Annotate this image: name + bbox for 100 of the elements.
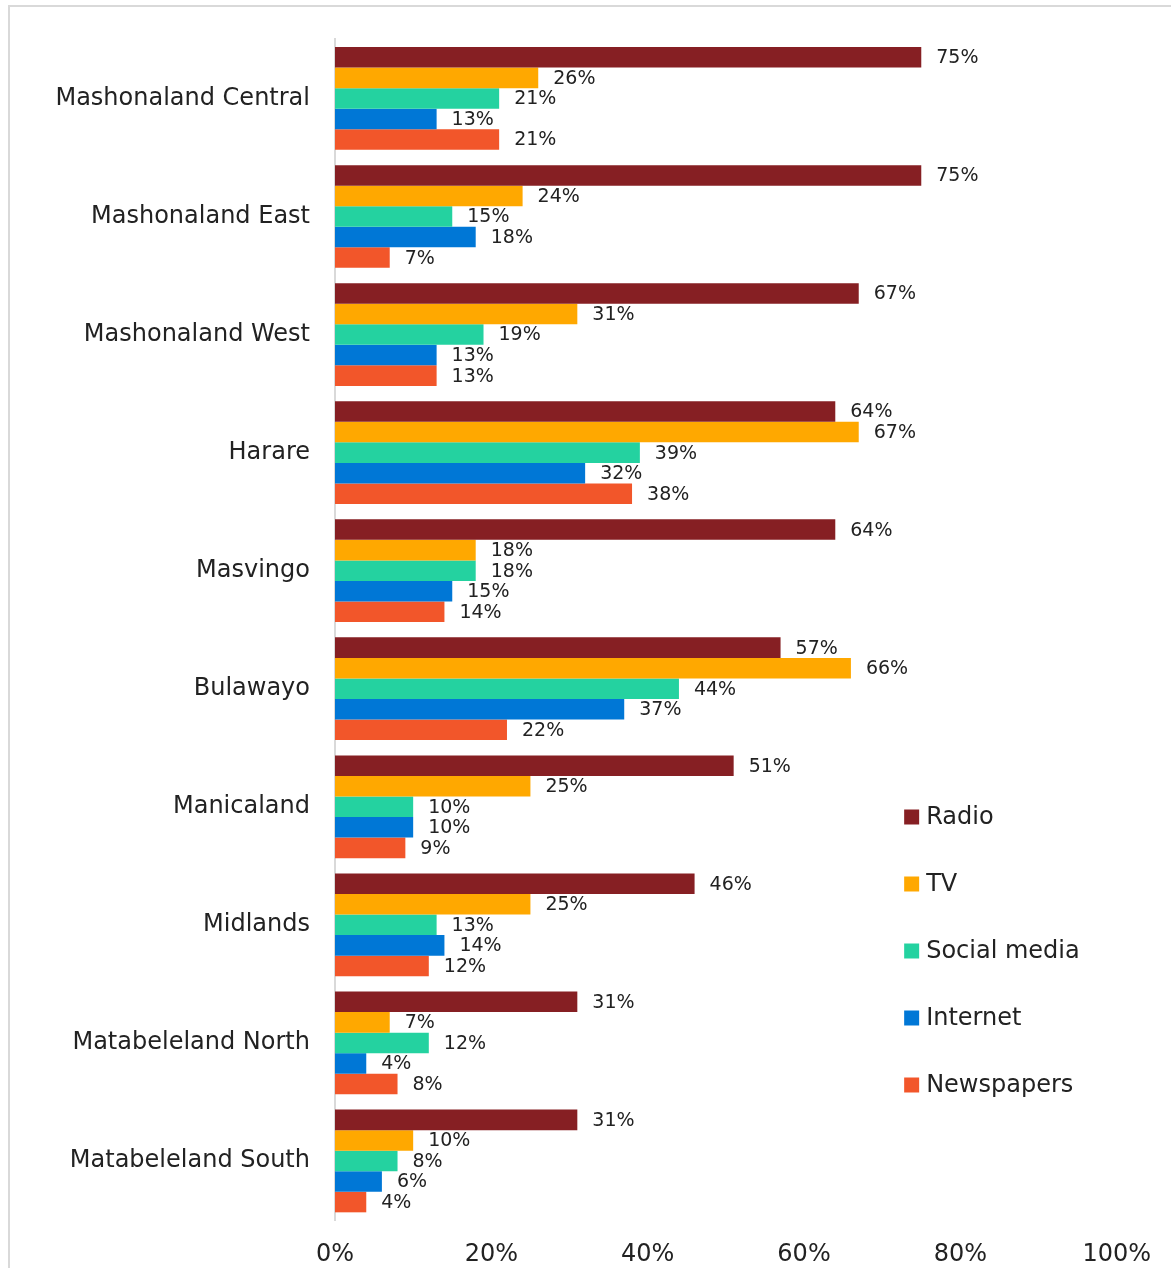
bar bbox=[335, 324, 484, 345]
data-label: 18% bbox=[490, 224, 533, 247]
data-label: 75% bbox=[936, 45, 979, 68]
data-label: 25% bbox=[545, 892, 588, 915]
data-label: 19% bbox=[498, 322, 541, 345]
x-tick-label: 0% bbox=[315, 1238, 355, 1267]
bar bbox=[335, 47, 922, 68]
data-label: 37% bbox=[639, 697, 682, 720]
data-label: 13% bbox=[451, 363, 494, 386]
y-tick-label: Mashonaland East bbox=[91, 200, 310, 229]
bar bbox=[335, 775, 531, 797]
bar bbox=[335, 519, 836, 540]
data-label: 31% bbox=[592, 1107, 635, 1130]
bar bbox=[335, 817, 414, 838]
data-label: 10% bbox=[428, 1128, 471, 1151]
bar bbox=[335, 129, 500, 150]
y-tick-label: Harare bbox=[228, 436, 310, 465]
legend-label: Internet bbox=[926, 1003, 1022, 1032]
data-label: 67% bbox=[873, 420, 916, 443]
y-tick-label: Manicaland bbox=[172, 791, 310, 820]
data-label: 31% bbox=[592, 989, 635, 1012]
bar bbox=[335, 796, 414, 818]
y-tick-label: Masvingo bbox=[196, 554, 310, 583]
data-label: 21% bbox=[514, 86, 557, 109]
data-label: 6% bbox=[396, 1169, 428, 1192]
bar bbox=[335, 755, 734, 776]
y-tick-label: Midlands bbox=[203, 909, 310, 938]
data-label: 26% bbox=[553, 65, 596, 88]
data-label: 64% bbox=[850, 517, 893, 540]
bar bbox=[335, 108, 437, 130]
x-tick-label: 100% bbox=[1082, 1238, 1152, 1267]
bar bbox=[335, 837, 406, 859]
data-label: 10% bbox=[428, 794, 471, 817]
bar bbox=[335, 1171, 382, 1192]
bar bbox=[335, 185, 523, 207]
data-label: 38% bbox=[647, 481, 690, 504]
legend-label: Social media bbox=[926, 936, 1080, 965]
y-tick-label: Bulawayo bbox=[193, 672, 310, 701]
bar bbox=[335, 483, 633, 504]
bar bbox=[335, 303, 578, 325]
data-label: 66% bbox=[865, 656, 909, 679]
data-label: 14% bbox=[459, 933, 502, 956]
data-label: 12% bbox=[443, 953, 487, 976]
data-label: 4% bbox=[381, 1189, 412, 1212]
bar bbox=[335, 421, 859, 443]
bar bbox=[335, 1130, 414, 1151]
bar bbox=[335, 165, 922, 186]
bar bbox=[335, 914, 437, 936]
data-label: 9% bbox=[420, 835, 451, 858]
legend-label: Newspapers bbox=[926, 1070, 1074, 1099]
data-label: 22% bbox=[521, 717, 565, 740]
data-label: 39% bbox=[654, 440, 698, 463]
data-label: 31% bbox=[592, 301, 635, 324]
x-tick-label: 60% bbox=[777, 1238, 831, 1267]
bar bbox=[335, 560, 476, 581]
data-label: 25% bbox=[545, 774, 588, 797]
data-label: 13% bbox=[451, 343, 494, 366]
data-label: 10% bbox=[428, 815, 471, 838]
data-label: 13% bbox=[451, 912, 494, 935]
data-label: 32% bbox=[600, 461, 643, 484]
y-tick-label: Mashonaland West bbox=[83, 318, 310, 347]
x-tick-label: 20% bbox=[464, 1238, 519, 1267]
data-label: 7% bbox=[404, 1010, 435, 1033]
data-label: 46% bbox=[709, 871, 752, 894]
bar bbox=[335, 637, 781, 658]
bar bbox=[335, 1150, 398, 1172]
data-label: 12% bbox=[443, 1030, 487, 1053]
bar bbox=[335, 401, 836, 422]
bar bbox=[335, 601, 445, 623]
bar bbox=[335, 206, 453, 227]
data-label: 64% bbox=[850, 399, 893, 422]
bar bbox=[335, 88, 500, 109]
bar bbox=[335, 1191, 367, 1213]
bar bbox=[335, 657, 851, 679]
data-label: 7% bbox=[404, 245, 435, 268]
data-label: 13% bbox=[451, 106, 494, 129]
bar bbox=[335, 442, 640, 463]
data-label: 21% bbox=[514, 127, 557, 150]
data-label: 24% bbox=[537, 183, 580, 206]
y-tick-label: Mashonaland Central bbox=[55, 82, 310, 111]
bar bbox=[335, 699, 625, 720]
bar bbox=[335, 462, 586, 484]
bar bbox=[335, 1053, 367, 1074]
bar bbox=[335, 539, 476, 561]
bar bbox=[335, 365, 437, 386]
bar bbox=[335, 247, 390, 268]
bar bbox=[335, 955, 429, 977]
legend-label: Radio bbox=[926, 802, 994, 831]
x-tick-label: 80% bbox=[933, 1238, 988, 1267]
bar bbox=[335, 719, 507, 741]
bar bbox=[335, 580, 453, 602]
y-tick-label: Matabeleland South bbox=[69, 1145, 310, 1174]
legend-label: TV bbox=[925, 869, 958, 898]
bar bbox=[335, 1012, 390, 1033]
data-label: 8% bbox=[412, 1148, 443, 1171]
bar bbox=[335, 283, 859, 304]
bar bbox=[335, 873, 695, 895]
bar bbox=[335, 894, 531, 915]
data-label: 14% bbox=[459, 599, 502, 622]
data-label: 15% bbox=[467, 204, 510, 227]
